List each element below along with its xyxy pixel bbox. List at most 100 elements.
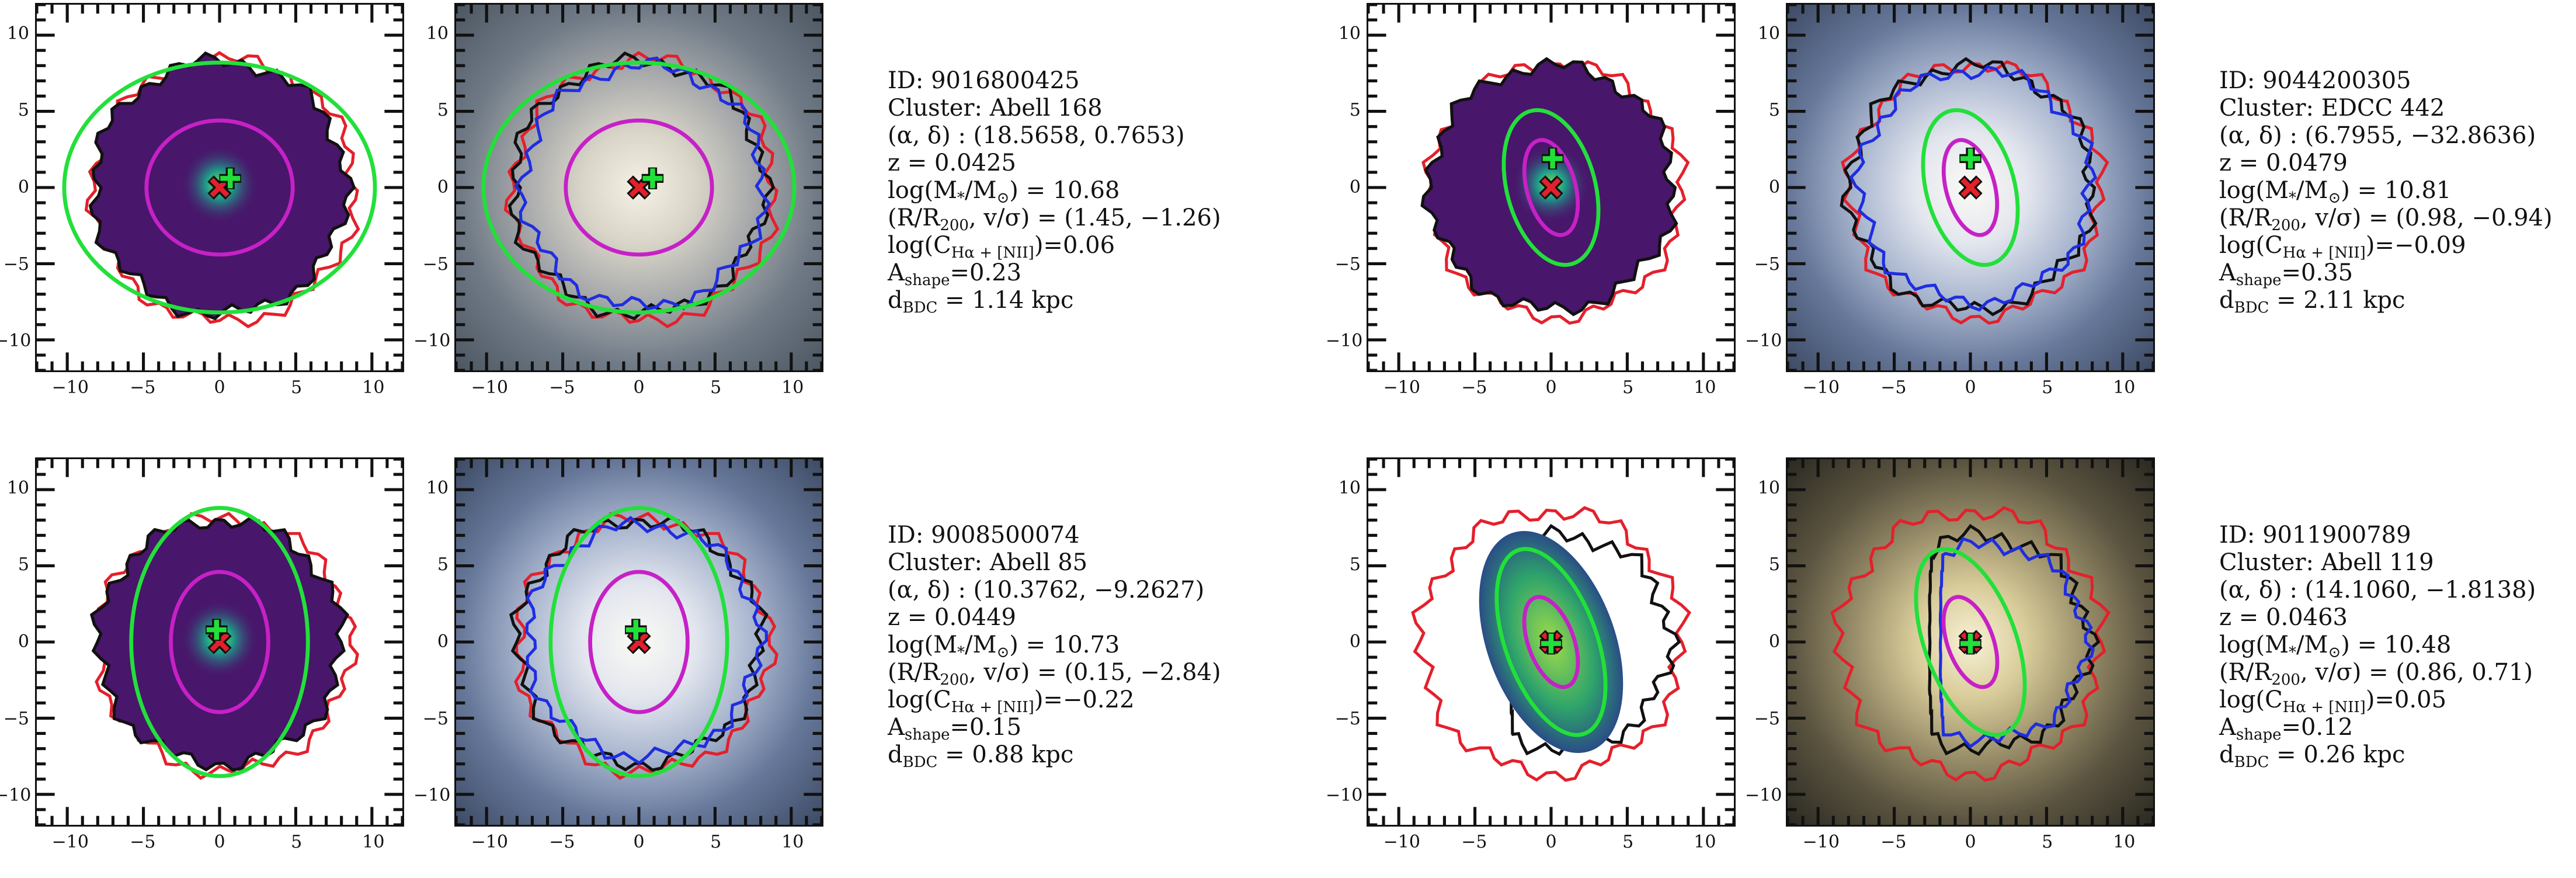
- galaxy-cluster: Cluster: Abell 119: [2219, 549, 2434, 576]
- y-tick-label: −10: [1745, 785, 1782, 806]
- y-tick-label: 5: [437, 554, 449, 575]
- galaxy-bdc-distance: dBDC = 2.11 kpc: [2219, 287, 2405, 317]
- galaxy-id: ID: 9044200305: [2219, 67, 2411, 94]
- y-tick-label: 5: [1349, 554, 1361, 575]
- x-tick-label: 10: [2113, 377, 2136, 398]
- x-tick-label: −10: [471, 377, 508, 398]
- y-tick-label: 10: [6, 23, 29, 44]
- y-tick-label: 0: [18, 177, 29, 197]
- optical-image: [1788, 459, 2153, 825]
- galaxy-phase-space: (R/R200, v/σ) = (0.98, −0.94): [2219, 204, 2553, 234]
- halpha-map-axes: [1367, 457, 1736, 827]
- centroid-cross-marker: [1958, 175, 1983, 200]
- galaxy-cluster: Cluster: Abell 168: [888, 95, 1103, 122]
- peak-plus-marker: [625, 619, 647, 641]
- x-tick-label: 0: [1965, 377, 1976, 398]
- galaxy-contour-image: [514, 56, 771, 311]
- y-tick-label: −5: [1334, 254, 1361, 275]
- fit-ellipse-small: [564, 118, 714, 257]
- x-tick-label: 10: [781, 377, 804, 398]
- x-tick-label: 10: [781, 832, 804, 852]
- halpha-map: [37, 459, 402, 825]
- x-tick-label: 10: [1694, 832, 1716, 852]
- x-tick-label: −5: [1461, 377, 1487, 398]
- axis-ticks: [1368, 5, 1734, 370]
- x-tick-label: −10: [1383, 377, 1420, 398]
- fit-ellipse-large: [62, 60, 377, 315]
- optical-image-axes: [454, 457, 823, 827]
- y-tick-label: 5: [1768, 554, 1780, 575]
- x-tick-label: 0: [214, 377, 225, 398]
- y-tick-label: −5: [3, 708, 29, 729]
- axis-ticks: [1788, 5, 2153, 370]
- fit-ellipse-large: [1501, 108, 1601, 267]
- galaxy-redshift: z = 0.0449: [888, 604, 1016, 631]
- galaxy-coordinates: (α, δ) : (10.3762, −9.2627): [888, 577, 1205, 603]
- y-tick-label: 10: [1757, 23, 1780, 44]
- x-tick-label: −5: [1880, 832, 1907, 852]
- x-tick-label: −10: [51, 377, 89, 398]
- galaxy-redshift: z = 0.0463: [2219, 604, 2348, 631]
- galaxy-coordinates: (α, δ) : (18.5658, 0.7653): [888, 122, 1185, 149]
- galaxy-id: ID: 9011900789: [2219, 522, 2411, 549]
- axis-ticks: [1788, 459, 2153, 825]
- fit-ellipse-small: [1522, 595, 1580, 689]
- galaxy-info: ID: 9016800425 Cluster: Abell 168 (α, δ)…: [888, 67, 1221, 315]
- x-tick-label: −5: [549, 832, 575, 852]
- galaxy-info: ID: 9044200305 Cluster: EDCC 442 (α, δ) …: [2219, 67, 2553, 317]
- galaxy-asymmetry: Ashape=0.35: [2219, 259, 2353, 289]
- x-tick-label: 5: [2042, 377, 2053, 398]
- axis-ticks: [1368, 459, 1734, 825]
- y-tick-label: 0: [18, 631, 29, 652]
- y-tick-label: 0: [437, 177, 449, 197]
- fit-ellipse-small: [588, 570, 690, 714]
- fit-ellipse-small: [1941, 595, 2000, 689]
- y-tick-label: 10: [6, 477, 29, 498]
- y-tick-label: 10: [1338, 477, 1361, 498]
- y-tick-label: 10: [426, 23, 449, 44]
- y-tick-label: 0: [1768, 177, 1780, 197]
- x-tick-label: 5: [2042, 832, 2053, 852]
- galaxy-stellar-mass: log(M*/M⊙) = 10.73: [888, 631, 1120, 661]
- y-tick-label: 0: [437, 631, 449, 652]
- galaxy-redshift: z = 0.0479: [2219, 150, 2348, 176]
- optical-image: [1788, 5, 2153, 370]
- peak-plus-marker: [1959, 632, 1981, 655]
- x-tick-label: 5: [291, 832, 303, 852]
- peak-plus-marker: [219, 167, 241, 190]
- galaxy-stellar-mass: log(M*/M⊙) = 10.68: [888, 177, 1120, 207]
- halpha-map: [1368, 459, 1734, 825]
- halpha-map-axes: [35, 3, 404, 372]
- galaxy-contour: [509, 516, 769, 772]
- galaxy-stellar-mass: log(M*/M⊙) = 10.81: [2219, 177, 2452, 207]
- x-tick-label: −5: [549, 377, 575, 398]
- x-tick-label: −5: [1461, 832, 1487, 852]
- peak-plus-marker: [641, 167, 664, 190]
- x-tick-label: 10: [1694, 377, 1716, 398]
- y-tick-label: 5: [1768, 100, 1780, 121]
- y-tick-label: −5: [422, 254, 449, 275]
- galaxy-phase-space: (R/R200, v/σ) = (0.15, −2.84): [888, 659, 1221, 689]
- galaxy-contour-image: [1938, 537, 2095, 749]
- peak-plus-marker: [1959, 147, 1981, 170]
- galaxy-id: ID: 9016800425: [888, 67, 1080, 94]
- galaxy-concentration: log(CHα + [NII])=−0.09: [2219, 232, 2466, 262]
- galaxy-contour: [1840, 57, 2098, 317]
- galaxy-redshift: z = 0.0425: [888, 150, 1016, 176]
- y-tick-label: −5: [3, 254, 29, 275]
- y-tick-label: 0: [1349, 177, 1361, 197]
- x-tick-label: 0: [1965, 832, 1976, 852]
- optical-image: [456, 459, 822, 825]
- halpha-map: [1368, 5, 1734, 370]
- peak-plus-marker: [1540, 632, 1562, 655]
- y-tick-label: −10: [413, 331, 451, 352]
- peak-plus-marker: [1541, 147, 1564, 170]
- axis-ticks: [37, 5, 402, 370]
- y-tick-label: 5: [18, 100, 29, 121]
- fit-ellipse-small: [144, 118, 295, 257]
- galaxy-bdc-distance: dBDC = 0.26 kpc: [2219, 741, 2405, 771]
- peak-plus-marker: [206, 619, 228, 641]
- axis-ticks: [37, 459, 402, 825]
- y-tick-label: −10: [1326, 331, 1363, 352]
- galaxy-asymmetry: Ashape=0.12: [2219, 714, 2353, 744]
